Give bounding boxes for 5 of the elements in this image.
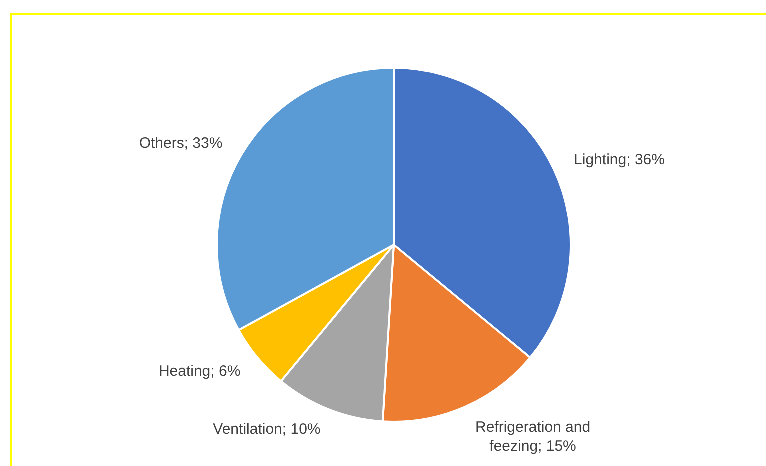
slice-label: Lighting; 36% [574, 151, 665, 168]
slice-label: Others; 33% [139, 134, 223, 152]
slice-label: Heating; 6% [158, 362, 241, 380]
slice-label: Ventilation; 10% [213, 421, 321, 438]
slice-label: Refrigeration and feezing; 15% [475, 418, 591, 455]
